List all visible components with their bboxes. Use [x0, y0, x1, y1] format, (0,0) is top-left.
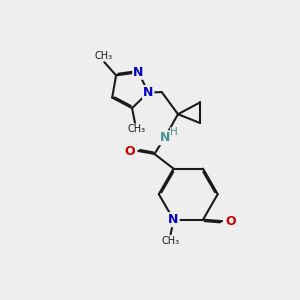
- Text: N: N: [160, 131, 170, 144]
- Text: N: N: [133, 66, 144, 79]
- Text: O: O: [125, 145, 135, 158]
- Text: N: N: [168, 213, 179, 226]
- Text: N: N: [143, 86, 153, 99]
- Text: CH₃: CH₃: [161, 236, 180, 246]
- Text: O: O: [225, 214, 236, 228]
- Text: H: H: [170, 128, 178, 137]
- Text: CH₃: CH₃: [128, 124, 146, 134]
- Text: CH₃: CH₃: [95, 51, 113, 61]
